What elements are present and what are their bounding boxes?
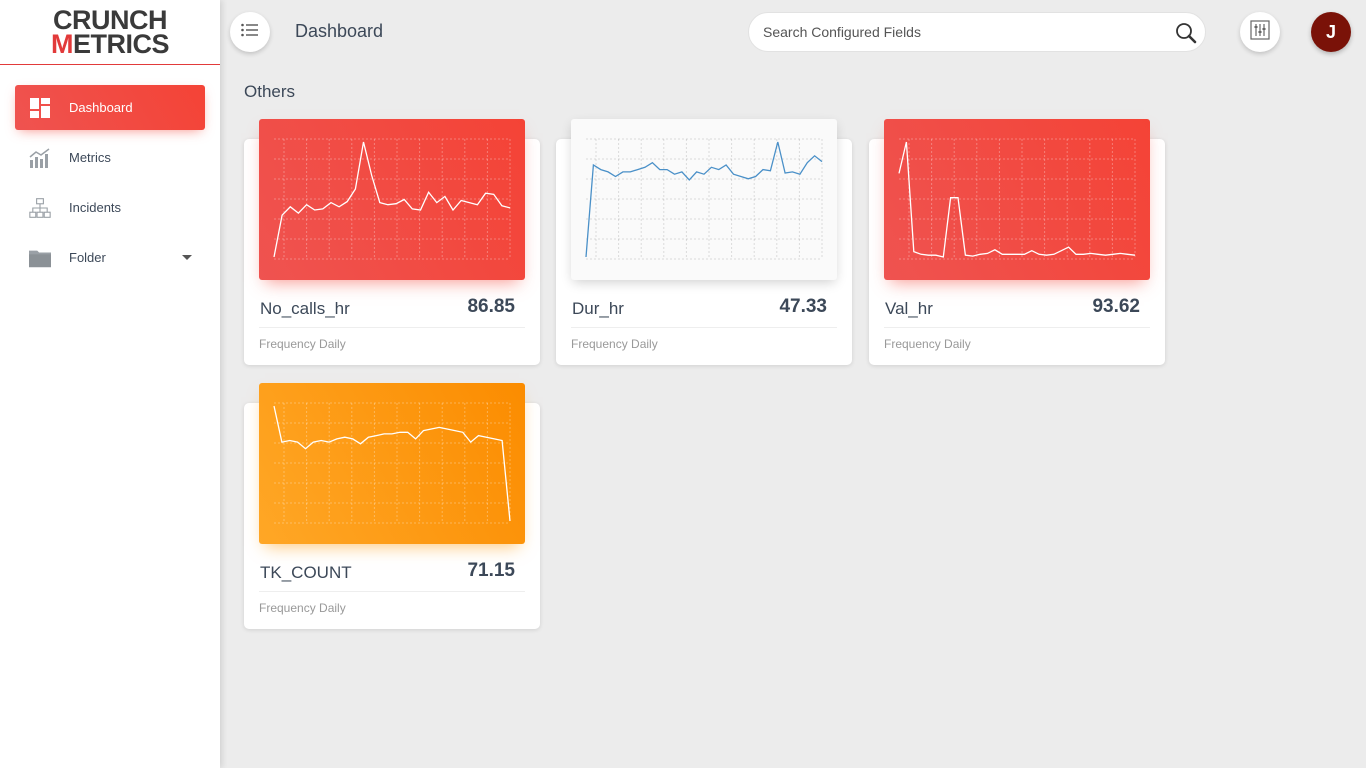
chevron-down-icon[interactable] <box>182 255 192 260</box>
metric-frequency: Frequency Daily <box>884 337 971 351</box>
metric-name: Dur_hr <box>572 299 624 318</box>
metric-value: 86.85 <box>467 296 515 317</box>
sidebar-item-folder[interactable]: Folder <box>15 235 205 280</box>
sparkline-chart <box>898 138 1136 260</box>
section-title: Others <box>244 82 296 101</box>
logo[interactable]: CRUNCH METRICS <box>0 0 220 65</box>
logo-text-rest: ETRICS <box>72 29 170 59</box>
metric-chart <box>259 383 525 544</box>
metric-value: 93.62 <box>1092 296 1140 317</box>
bar-chart-icon <box>29 147 51 169</box>
hierarchy-icon <box>29 197 51 219</box>
card-divider <box>884 327 1150 328</box>
series-line <box>585 141 823 258</box>
metric-chart <box>571 119 837 280</box>
series-line <box>898 141 1136 258</box>
sidebar-nav: Dashboard Metrics Incidents Folder <box>0 65 220 280</box>
sidebar-item-label: Folder <box>69 250 106 265</box>
sliders-icon <box>1250 19 1270 45</box>
metric-frequency: Frequency Daily <box>571 337 658 351</box>
sidebar: CRUNCH METRICS Dashboard Metrics Inciden… <box>0 0 220 768</box>
card-divider <box>259 327 525 328</box>
logo-text-line2: METRICS <box>50 29 170 59</box>
metric-card-dur-hr[interactable]: Dur_hr 47.33 Frequency Daily <box>556 119 852 365</box>
metric-value: 47.33 <box>779 296 827 317</box>
card-divider <box>571 327 837 328</box>
logo-text-line1: CRUNCH <box>53 5 168 35</box>
sidebar-item-metrics[interactable]: Metrics <box>15 135 205 180</box>
list-icon <box>241 23 259 42</box>
sidebar-item-label: Metrics <box>69 150 111 165</box>
sparkline-chart <box>585 138 823 260</box>
metric-chart <box>884 119 1150 280</box>
avatar[interactable]: J <box>1311 12 1351 52</box>
sidebar-item-incidents[interactable]: Incidents <box>15 185 205 230</box>
search-bar <box>748 12 1206 52</box>
metric-frequency: Frequency Daily <box>259 337 346 351</box>
folder-icon <box>29 247 51 269</box>
metric-name: No_calls_hr <box>260 299 350 318</box>
logo-accent-letter: M <box>50 29 74 59</box>
series-line <box>273 405 511 522</box>
metric-frequency: Frequency Daily <box>259 601 346 615</box>
metric-name: Val_hr <box>885 299 933 318</box>
dashboard-icon <box>29 97 51 119</box>
metric-card-tk-count[interactable]: TK_COUNT 71.15 Frequency Daily <box>244 383 540 629</box>
series-line <box>273 141 511 258</box>
metric-chart <box>259 119 525 280</box>
page-title: Dashboard <box>295 21 384 41</box>
sidebar-item-dashboard[interactable]: Dashboard <box>15 85 205 130</box>
search-icon[interactable] <box>1175 22 1197 49</box>
sidebar-item-label: Dashboard <box>69 100 133 115</box>
card-divider <box>259 591 525 592</box>
sidebar-item-label: Incidents <box>69 200 122 215</box>
settings-button[interactable] <box>1240 12 1280 52</box>
metric-value: 71.15 <box>467 560 515 581</box>
menu-toggle-button[interactable] <box>230 12 270 52</box>
metric-name: TK_COUNT <box>260 563 352 582</box>
sparkline-chart <box>273 402 511 524</box>
search-input[interactable] <box>763 24 1163 40</box>
metric-card-val-hr[interactable]: Val_hr 93.62 Frequency Daily <box>869 119 1165 365</box>
sparkline-chart <box>273 138 511 260</box>
metric-card-no-calls-hr[interactable]: No_calls_hr 86.85 Frequency Daily <box>244 119 540 365</box>
